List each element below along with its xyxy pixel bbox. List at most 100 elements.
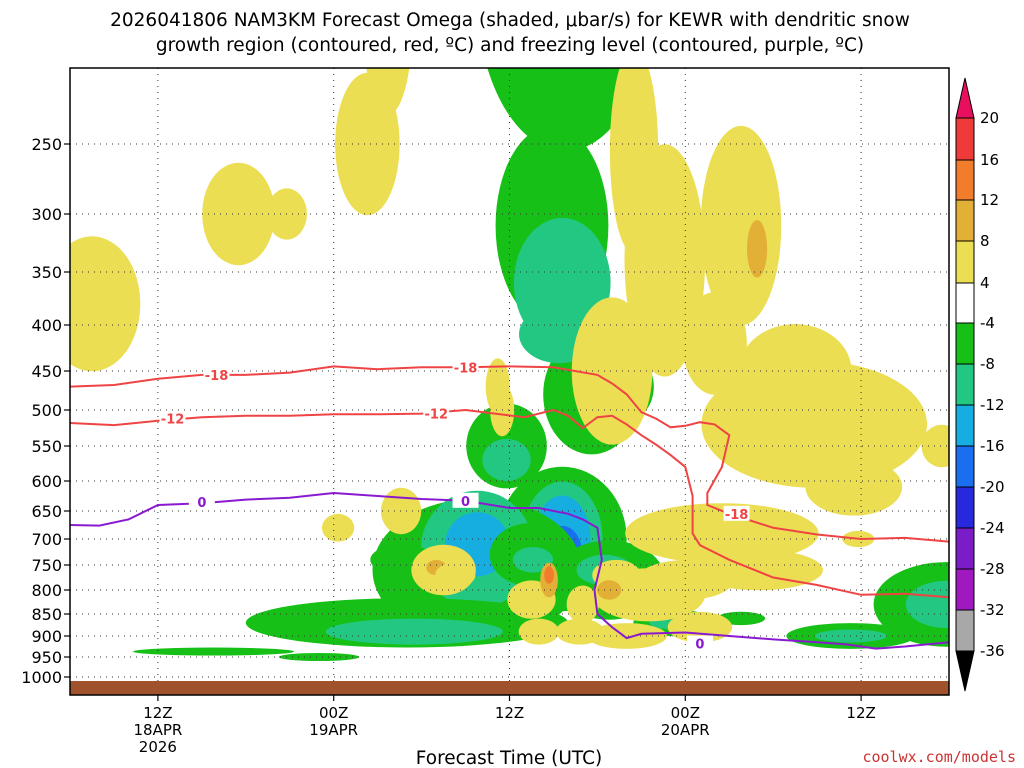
chart-title-line-2: growth region (contoured, red, ºC) and f… bbox=[156, 35, 864, 56]
x-tick-label: 12Z bbox=[846, 704, 875, 722]
colorbar-label: -8 bbox=[980, 355, 995, 373]
x-tick-label: 00Z bbox=[319, 704, 348, 722]
colorbar-label: 12 bbox=[980, 191, 999, 209]
y-tick-label: 900 bbox=[31, 627, 62, 646]
colorbar-label: 4 bbox=[980, 274, 990, 292]
x-tick-label: 2026 bbox=[139, 738, 177, 756]
omega-shade-cell bbox=[738, 324, 852, 418]
colorbar-segment bbox=[955, 363, 975, 406]
omega-shade-cell bbox=[905, 580, 949, 628]
contour-label: 0 bbox=[695, 638, 704, 653]
contour-lines: -18 -18 -18 -12 -12 0 0 0 bbox=[70, 359, 949, 653]
omega-shade-cell bbox=[747, 220, 768, 278]
colorbar-segment bbox=[955, 486, 975, 529]
x-tick-label: 19APR bbox=[309, 721, 358, 739]
colorbar-segment bbox=[955, 322, 975, 365]
y-tick-label: 850 bbox=[31, 605, 62, 624]
omega-shade-cell bbox=[921, 424, 949, 468]
x-tick-label: 00Z bbox=[671, 704, 700, 722]
y-tick-label: 1000 bbox=[21, 668, 62, 687]
contour-label-bg bbox=[452, 492, 479, 508]
omega-shade-cell bbox=[321, 513, 355, 542]
contour-label-bg bbox=[159, 410, 186, 426]
colorbar-label: -24 bbox=[980, 519, 1005, 537]
chart-title-line-1: 2026041806 NAM3KM Forecast Omega (shaded… bbox=[110, 10, 910, 31]
colorbar-label: -20 bbox=[980, 478, 1005, 496]
colorbar-segment bbox=[955, 527, 975, 570]
y-tick-label: 550 bbox=[31, 437, 62, 456]
colorbar-segment bbox=[955, 445, 975, 488]
omega-shade-cell bbox=[597, 580, 622, 600]
y-tick-label: 750 bbox=[31, 556, 62, 575]
contour-label: -18 bbox=[205, 369, 229, 384]
colorbar-segment bbox=[955, 404, 975, 447]
omega-shade-cell bbox=[805, 458, 903, 516]
colorbar-label: -12 bbox=[980, 396, 1005, 414]
contour--12 bbox=[70, 408, 949, 599]
y-tick-label: 300 bbox=[31, 205, 62, 224]
contour-label: 0 bbox=[197, 496, 206, 511]
credit-text: coolwx.com/models bbox=[862, 748, 1016, 766]
colorbar-label: 8 bbox=[980, 232, 990, 250]
omega-shade-cell bbox=[571, 297, 653, 445]
omega-shade-cell bbox=[70, 236, 141, 372]
plot-area: -18 -18 -18 -12 -12 0 0 0 bbox=[69, 67, 950, 696]
contour-label-bg bbox=[723, 505, 750, 521]
y-tick-label: 800 bbox=[31, 581, 62, 600]
x-axis-title: Forecast Time (UTC) bbox=[416, 748, 602, 768]
contour-label: -12 bbox=[161, 413, 185, 428]
contour-label-bg bbox=[188, 494, 215, 509]
colorbar-segment bbox=[955, 199, 975, 242]
contour-label: -18 bbox=[725, 508, 749, 523]
omega-shade-cell bbox=[435, 562, 476, 588]
omega-shade-cell bbox=[555, 618, 604, 645]
y-tick-label: 500 bbox=[31, 401, 62, 420]
omega-shade-cell bbox=[278, 653, 360, 661]
colorbar-label: 16 bbox=[980, 151, 999, 169]
omega-shade-cell bbox=[700, 125, 782, 326]
contour-label-bg bbox=[423, 405, 450, 421]
contour-label-bg bbox=[203, 366, 230, 382]
contour-label-bg bbox=[686, 635, 713, 651]
y-tick-label: 250 bbox=[31, 135, 62, 154]
omega-shade-cell bbox=[487, 68, 643, 152]
colorbar-segment bbox=[955, 609, 975, 652]
colorbar-segment bbox=[955, 159, 975, 201]
colorbar-label: -16 bbox=[980, 437, 1005, 455]
gridlines bbox=[70, 68, 949, 695]
colorbar-label: 20 bbox=[980, 109, 999, 127]
y-tick-label: 650 bbox=[31, 502, 62, 521]
colorbar-label: -28 bbox=[980, 560, 1005, 578]
omega-shade-cell bbox=[325, 618, 503, 645]
omega-shade-cell bbox=[366, 68, 410, 115]
ground-surface bbox=[70, 681, 949, 695]
colorbar-segment bbox=[955, 117, 975, 161]
omega-shade-cell bbox=[482, 438, 531, 482]
colorbar-bottom-arrow bbox=[955, 650, 975, 692]
contour-label-bg bbox=[452, 359, 479, 375]
contour-label: -18 bbox=[454, 361, 478, 376]
y-tick-label: 450 bbox=[31, 362, 62, 381]
colorbar: 20 16 12 8 4 -4 -8 -12 -16 -20 -24 -28 -32 -36 bbox=[955, 77, 1005, 692]
omega-shade-cell bbox=[625, 503, 819, 564]
omega-shade-cell bbox=[380, 487, 422, 535]
omega-shade-cell bbox=[586, 623, 667, 649]
contour-label: 0 bbox=[461, 495, 470, 510]
omega-shade-cell bbox=[624, 144, 706, 377]
omega-shade-cell bbox=[518, 618, 559, 645]
y-axis: 250 300 350 400 450 500 550 600 650 700 750 800 850 9… bbox=[21, 135, 70, 687]
contour-label: -12 bbox=[425, 408, 449, 423]
colorbar-label: -36 bbox=[980, 642, 1005, 660]
colorbar-label: -32 bbox=[980, 601, 1005, 619]
y-tick-label: 400 bbox=[31, 316, 62, 335]
x-tick-label: 20APR bbox=[661, 721, 710, 739]
y-tick-label: 950 bbox=[31, 648, 62, 667]
y-tick-label: 700 bbox=[31, 530, 62, 549]
omega-shade-cell bbox=[132, 647, 295, 656]
colorbar-segment bbox=[955, 282, 975, 324]
colorbar-label: -4 bbox=[980, 314, 995, 332]
omega-shade-cell bbox=[544, 566, 554, 584]
omega-shade-cell bbox=[512, 546, 554, 573]
